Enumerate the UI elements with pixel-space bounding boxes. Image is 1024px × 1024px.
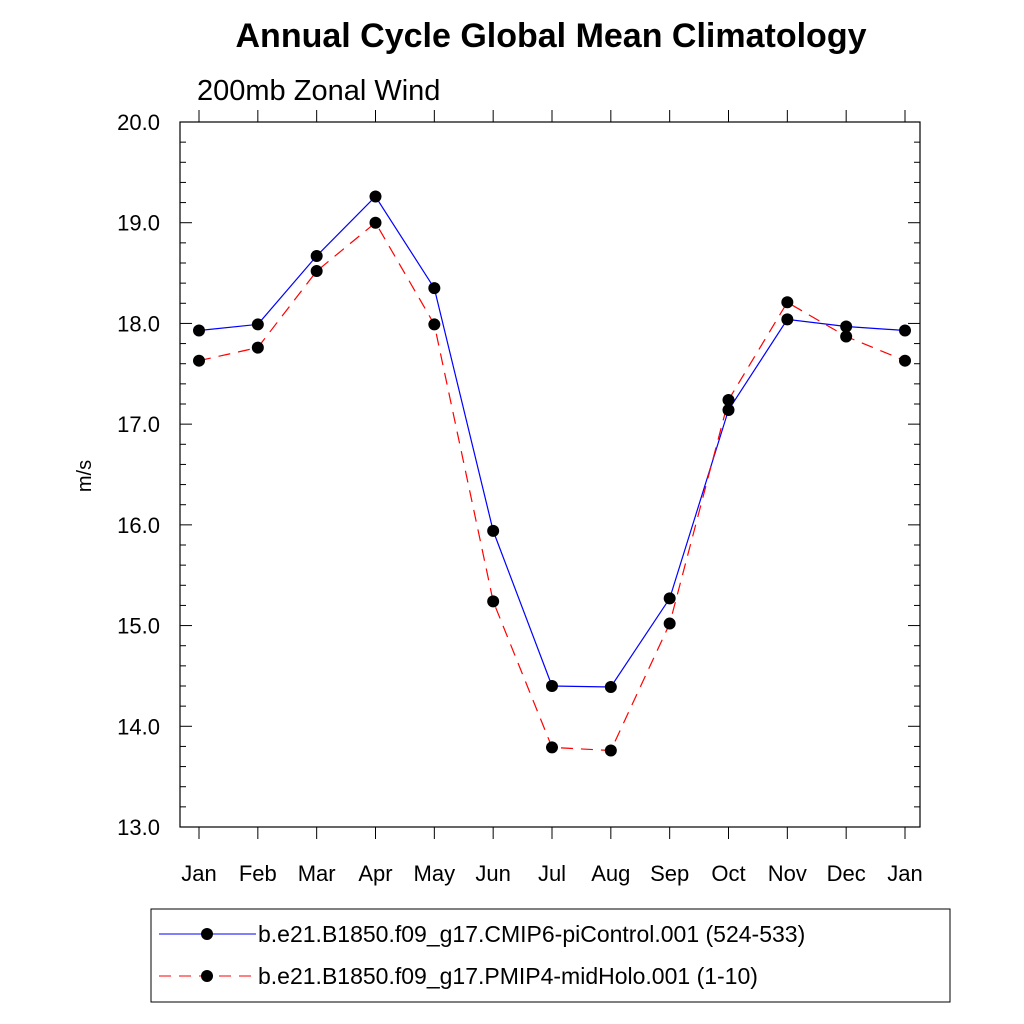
x-tick-label: Jul bbox=[538, 861, 566, 886]
series-points bbox=[193, 190, 911, 757]
data-point-s1-11 bbox=[840, 320, 853, 333]
y-tick-label: 20.0 bbox=[117, 110, 160, 135]
y-tick-label: 15.0 bbox=[117, 614, 160, 639]
series-line-2 bbox=[198, 221, 906, 752]
data-point-s1-12 bbox=[899, 324, 911, 337]
data-point-s2-7 bbox=[604, 744, 617, 757]
x-tick-labels: Jan Feb Mar Apr May Jun Jul Aug Sep Oct Nov Dec Jan bbox=[181, 861, 922, 886]
data-point-s1-9 bbox=[722, 404, 735, 417]
x-tick-label: Jan bbox=[887, 861, 922, 886]
x-tick-label: Sep bbox=[650, 861, 689, 886]
legend-marker-2 bbox=[201, 970, 213, 982]
data-point-s1-2 bbox=[310, 249, 323, 262]
y-tick-label: 16.0 bbox=[117, 513, 160, 538]
legend-label-1: b.e21.B1850.f09_g17.CMIP6-piControl.001 … bbox=[258, 921, 805, 947]
data-point-s1-4 bbox=[428, 282, 441, 295]
data-point-s2-12 bbox=[899, 354, 911, 367]
legend-marker-1 bbox=[201, 928, 213, 940]
series-line-1 bbox=[198, 195, 906, 688]
data-point-s2-11 bbox=[840, 330, 853, 343]
x-tick-label: Jun bbox=[475, 861, 510, 886]
y-tick-label: 17.0 bbox=[117, 412, 160, 437]
x-tick-label: Apr bbox=[358, 861, 392, 886]
data-point-s2-8 bbox=[663, 617, 676, 630]
data-point-s1-5 bbox=[487, 524, 500, 537]
x-tick-label: Mar bbox=[298, 861, 336, 886]
x-tick-label: Jan bbox=[181, 861, 216, 886]
legend-label-2: b.e21.B1850.f09_g17.PMIP4-midHolo.001 (1… bbox=[258, 963, 758, 989]
data-point-s2-5 bbox=[487, 595, 500, 608]
data-point-s2-0 bbox=[193, 354, 205, 367]
y-tick-label: 14.0 bbox=[117, 714, 160, 739]
data-point-s2-10 bbox=[781, 296, 794, 309]
data-point-s1-1 bbox=[251, 318, 264, 331]
axis-ticks bbox=[180, 110, 920, 839]
data-point-s2-4 bbox=[428, 318, 441, 331]
data-point-s1-8 bbox=[663, 592, 676, 605]
y-axis-label: m/s bbox=[74, 460, 96, 492]
y-tick-label: 19.0 bbox=[117, 211, 160, 236]
data-point-s2-6 bbox=[546, 741, 558, 754]
data-point-s2-3 bbox=[369, 216, 382, 229]
x-tick-label: Feb bbox=[239, 861, 277, 886]
data-point-s1-6 bbox=[546, 680, 558, 692]
data-point-s2-1 bbox=[251, 341, 264, 354]
series-lines bbox=[198, 195, 906, 752]
y-tick-labels: 13.0 14.0 15.0 16.0 17.0 18.0 19.0 20.0 bbox=[117, 110, 160, 840]
x-tick-label: Aug bbox=[591, 861, 630, 886]
y-tick-label: 13.0 bbox=[117, 815, 160, 840]
data-point-s1-7 bbox=[604, 681, 617, 694]
chart-title: Annual Cycle Global Mean Climatology bbox=[236, 17, 867, 55]
data-point-s1-0 bbox=[193, 324, 205, 337]
x-tick-label: Dec bbox=[827, 861, 866, 886]
x-tick-label: May bbox=[414, 861, 456, 886]
data-point-s1-10 bbox=[781, 313, 794, 326]
x-tick-label: Nov bbox=[768, 861, 807, 886]
plot-frame bbox=[179, 121, 921, 828]
data-point-s2-9 bbox=[722, 393, 735, 406]
legend: b.e21.B1850.f09_g17.CMIP6-piControl.001 … bbox=[150, 908, 951, 1003]
y-tick-label: 18.0 bbox=[117, 311, 160, 336]
legend-box bbox=[150, 908, 951, 1003]
x-tick-label: Oct bbox=[711, 861, 745, 886]
chart-subtitle: 200mb Zonal Wind bbox=[197, 75, 440, 107]
data-point-s2-2 bbox=[310, 265, 323, 278]
data-point-s1-3 bbox=[369, 190, 382, 203]
